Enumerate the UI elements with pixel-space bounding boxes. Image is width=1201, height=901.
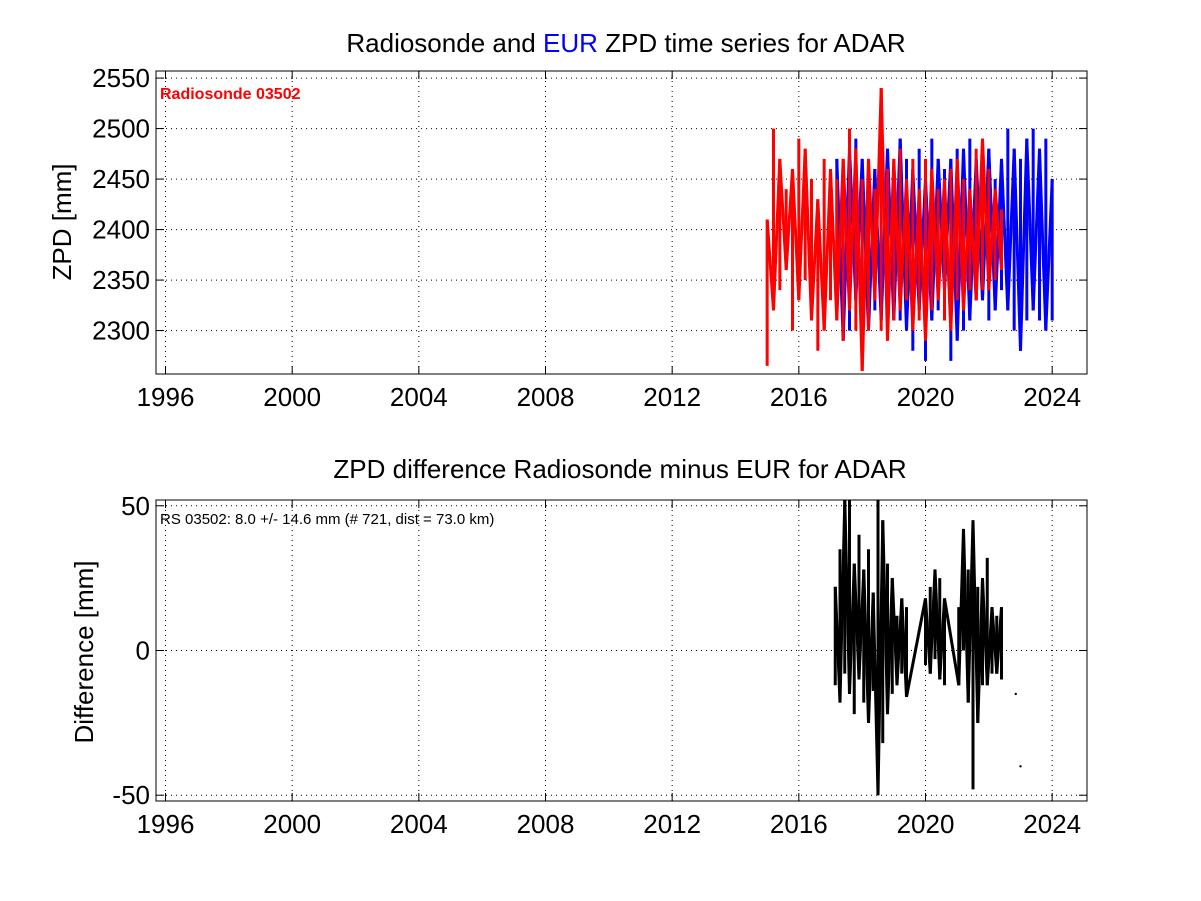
difference-y-axis-label: Difference [mm] bbox=[69, 560, 99, 743]
zpd-plot-frame bbox=[155, 70, 1088, 375]
zpd-difference-panel: ZPD difference Radiosonde minus EUR for … bbox=[69, 454, 1088, 839]
difference-series-group bbox=[833, 499, 1022, 796]
difference-series-0-trace bbox=[833, 499, 1003, 796]
difference-y-tick-label-0: 0 bbox=[136, 636, 150, 666]
difference-x-tick-label-2012: 2012 bbox=[643, 809, 701, 839]
difference-tick-group: 1996 2000 2004 2008 2012 2016 2020 2024 -50 0 50 bbox=[112, 491, 1087, 839]
zpd-x-tick-label-2004: 2004 bbox=[390, 382, 448, 412]
zpd-x-tick-label-2000: 2000 bbox=[263, 382, 321, 412]
zpd-difference-title: ZPD difference Radiosonde minus EUR for … bbox=[333, 454, 906, 484]
title-part-0: Radiosonde and bbox=[346, 28, 543, 58]
difference-x-tick-label-2008: 2008 bbox=[517, 809, 575, 839]
zpd-y-tick-label-2500: 2500 bbox=[92, 114, 150, 144]
difference-x-tick-label-1996: 1996 bbox=[137, 809, 195, 839]
difference-x-tick-label-2020: 2020 bbox=[897, 809, 955, 839]
zpd-y-tick-label-2300: 2300 bbox=[92, 316, 150, 346]
difference-x-tick-label-2016: 2016 bbox=[770, 809, 828, 839]
difference-y-tick-label--50: -50 bbox=[112, 780, 150, 810]
difference-series-0 bbox=[833, 499, 1003, 796]
zpd-time-series-title: Radiosonde and EUR ZPD time series for A… bbox=[346, 28, 905, 58]
zpd-x-tick-label-2024: 2024 bbox=[1023, 382, 1081, 412]
zpd-y-axis-label: ZPD [mm] bbox=[47, 164, 77, 281]
zpd-y-tick-label-2400: 2400 bbox=[92, 215, 150, 245]
zpd-x-tick-label-2008: 2008 bbox=[517, 382, 575, 412]
difference-x-tick-label-2004: 2004 bbox=[390, 809, 448, 839]
difference-x-tick-label-2024: 2024 bbox=[1023, 809, 1081, 839]
zpd-y-tick-label-2550: 2550 bbox=[92, 63, 150, 93]
zpd-tick-group: 1996 2000 2004 2008 2012 2016 2020 2024 2300 2350… bbox=[92, 63, 1087, 412]
zpd-series-group bbox=[765, 88, 1054, 372]
zpd-x-tick-label-1996: 1996 bbox=[137, 382, 195, 412]
zpd-series-1 bbox=[765, 88, 1003, 372]
difference-point-1 bbox=[1014, 692, 1017, 696]
title-part-2: ZPD time series for ADAR bbox=[598, 28, 906, 58]
difference-x-tick-label-2000: 2000 bbox=[263, 809, 321, 839]
rs-statistics-annotation: RS 03502: 8.0 +/- 14.6 mm (# 721, dist =… bbox=[160, 511, 494, 528]
zpd-y-tick-label-2450: 2450 bbox=[92, 164, 150, 194]
zpd-y-tick-label-2350: 2350 bbox=[92, 265, 150, 295]
zpd-x-tick-label-2012: 2012 bbox=[643, 382, 701, 412]
difference-point-0 bbox=[1019, 765, 1022, 768]
zpd-x-tick-label-2016: 2016 bbox=[770, 382, 828, 412]
radiosonde-annotation: Radiosonde 03502 bbox=[160, 86, 301, 103]
zpd-x-tick-label-2020: 2020 bbox=[897, 382, 955, 412]
title-part-1: EUR bbox=[543, 28, 598, 58]
zpd-time-series-panel: Radiosonde and EUR ZPD time series for A… bbox=[47, 28, 1088, 412]
zpd-series-1-trace bbox=[765, 88, 1003, 372]
difference-y-tick-label-50: 50 bbox=[121, 491, 150, 521]
